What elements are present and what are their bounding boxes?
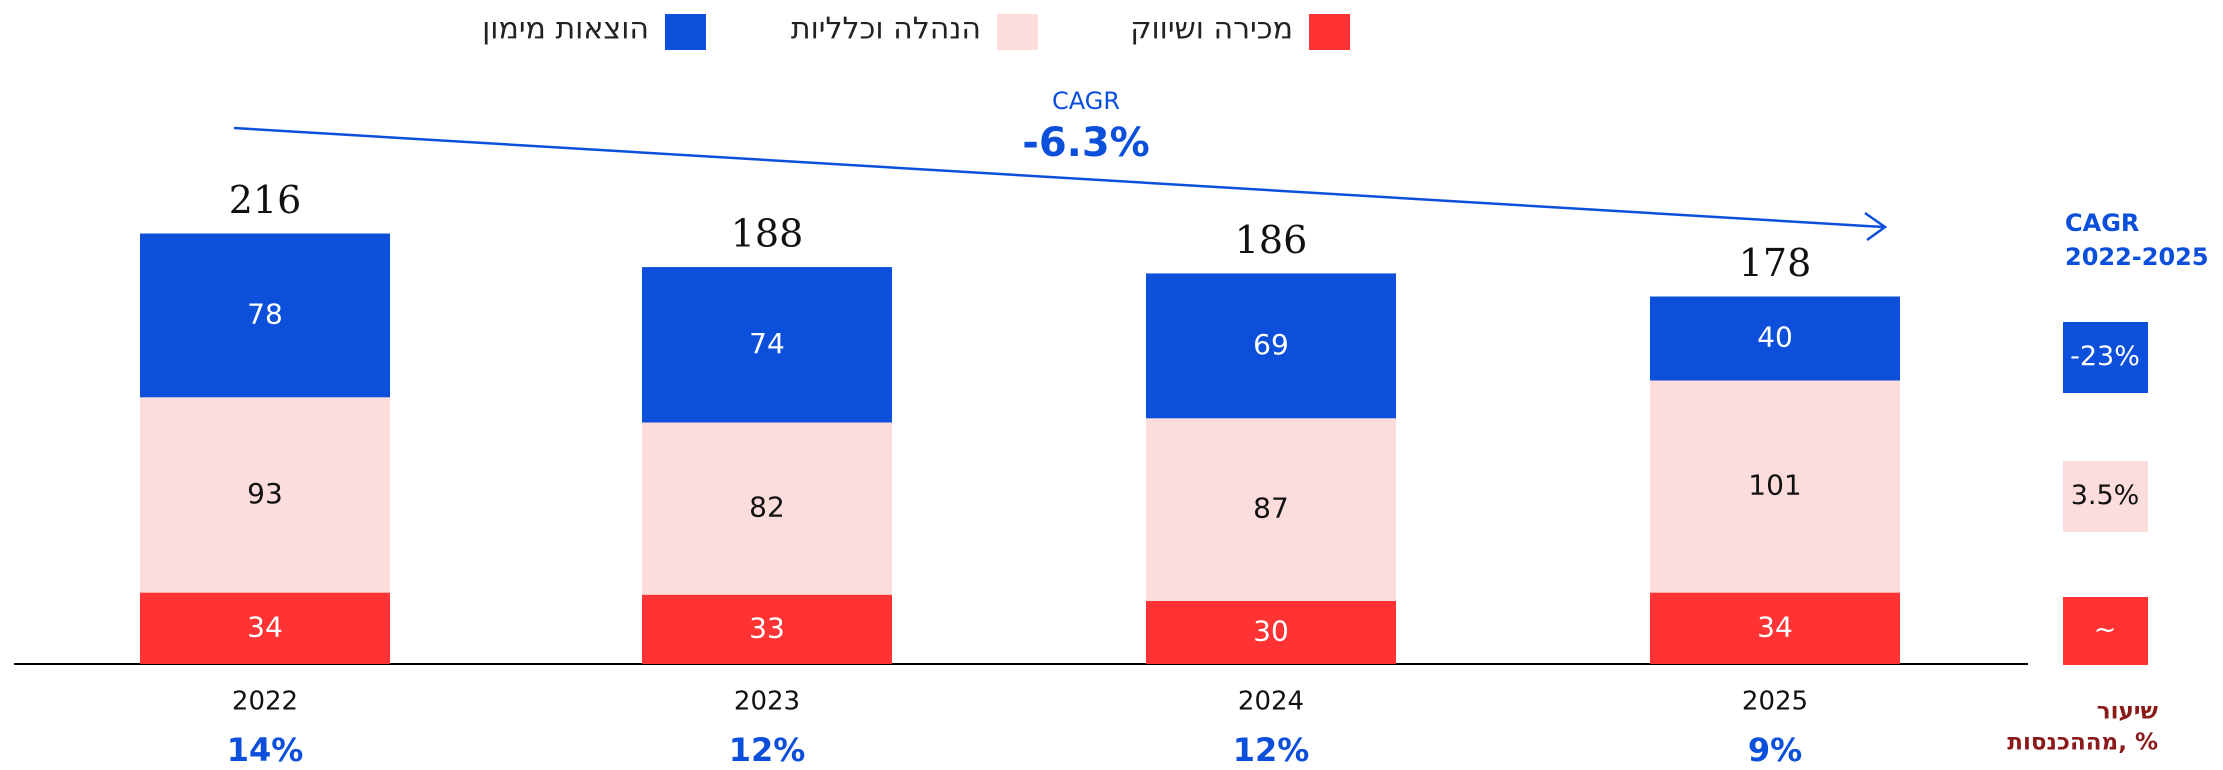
bar-segment bbox=[1650, 592, 1900, 664]
side-box bbox=[2063, 322, 2148, 393]
total-label: 188 bbox=[731, 212, 804, 256]
cagr-arrow bbox=[233, 126, 1884, 229]
x-tick-label: 2023 bbox=[734, 687, 800, 717]
segment-label: 82 bbox=[749, 491, 785, 524]
ratio-label: 12% bbox=[729, 731, 806, 769]
bar-segment bbox=[140, 397, 390, 593]
bar-segment bbox=[1650, 380, 1900, 593]
side-title: CAGR bbox=[2065, 209, 2139, 237]
x-tick-label: 2025 bbox=[1742, 687, 1808, 717]
bar-segment bbox=[642, 594, 892, 664]
ratio-title: שיעור bbox=[2097, 699, 2159, 725]
segment-label: 93 bbox=[247, 477, 283, 510]
ratio-label: 9% bbox=[1748, 731, 1802, 769]
cagr-label: CAGR bbox=[1052, 87, 1120, 115]
segment-label: 30 bbox=[1253, 615, 1289, 648]
segment-label: 69 bbox=[1253, 328, 1289, 361]
segment-label: 33 bbox=[749, 611, 785, 644]
cagr-value: -6.3% bbox=[1022, 120, 1150, 166]
segment-label: 34 bbox=[247, 610, 283, 643]
legend-label: הנהלה וכלליות bbox=[791, 12, 981, 47]
ratio-title: מההכנסות, % bbox=[2007, 730, 2158, 756]
arrow-head bbox=[1864, 211, 1888, 242]
segment-label: 87 bbox=[1253, 492, 1289, 525]
ratio-label: 14% bbox=[227, 731, 304, 769]
side-value: 3.5% bbox=[2071, 480, 2140, 511]
bar-segment bbox=[140, 233, 390, 398]
bar-segment bbox=[1146, 601, 1396, 664]
total-label: 186 bbox=[1235, 218, 1308, 262]
segment-label: 74 bbox=[749, 327, 785, 360]
legend-swatch bbox=[665, 14, 706, 50]
x-tick-label: 2022 bbox=[232, 687, 298, 717]
legend-swatch bbox=[997, 14, 1038, 50]
total-label: 216 bbox=[229, 178, 302, 222]
side-box bbox=[2063, 461, 2148, 532]
segment-label: 40 bbox=[1757, 321, 1793, 354]
segment-label: 34 bbox=[1757, 610, 1793, 643]
side-value: ~ bbox=[2094, 615, 2117, 646]
bar-segment bbox=[1146, 273, 1396, 419]
legend-label: הוצאות מימון bbox=[482, 12, 649, 47]
side-value: -23% bbox=[2070, 341, 2140, 372]
bar-segment bbox=[642, 267, 892, 423]
segment-label: 78 bbox=[247, 297, 283, 330]
legend-label: מכירה ושיווק bbox=[1130, 12, 1293, 47]
segment-label: 101 bbox=[1748, 469, 1801, 502]
x-tick-label: 2024 bbox=[1238, 687, 1304, 717]
total-label: 178 bbox=[1739, 241, 1812, 285]
side-title: 2022-2025 bbox=[2065, 243, 2209, 271]
side-box bbox=[2063, 597, 2148, 665]
bar-segment bbox=[1650, 296, 1900, 381]
bar-segment bbox=[1146, 418, 1396, 601]
ratio-label: 12% bbox=[1233, 731, 1310, 769]
legend-swatch bbox=[1309, 14, 1350, 50]
bar-segment bbox=[140, 592, 390, 664]
bar-segment bbox=[642, 422, 892, 595]
